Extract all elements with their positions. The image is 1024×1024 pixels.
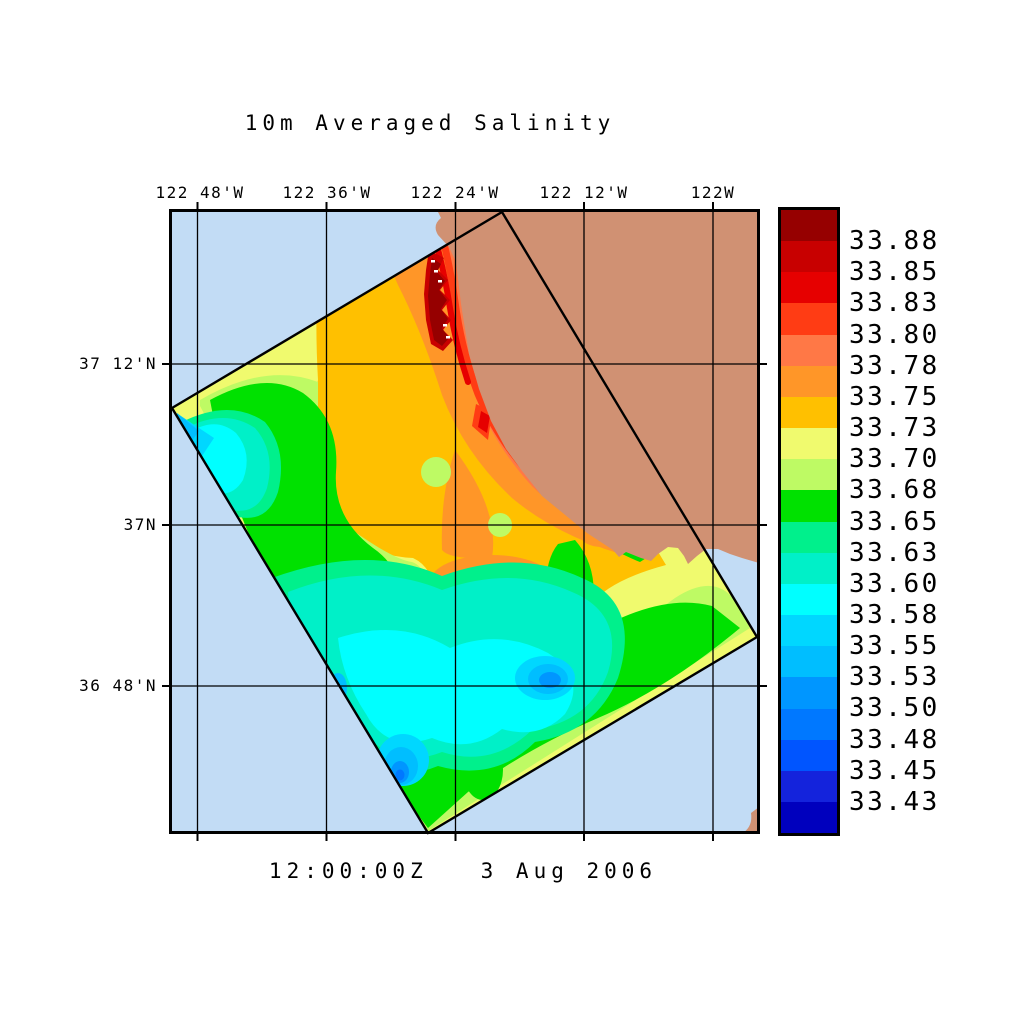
colorbar-band xyxy=(781,615,837,647)
map-plot xyxy=(162,202,767,841)
y-tick-label-0: 37 12'N xyxy=(79,354,157,373)
colorbar-band xyxy=(781,583,837,616)
page-title: 10m Averaged Salinity xyxy=(244,111,616,135)
colorbar-label: 33.78 xyxy=(849,350,940,381)
axis-ticks xyxy=(162,202,767,841)
colorbar-label: 33.48 xyxy=(849,724,940,755)
colorbar-label: 33.55 xyxy=(849,631,940,662)
timestamp-label: 12:00:00Z 3 Aug 2006 xyxy=(268,859,658,883)
colorbar-band xyxy=(781,739,837,771)
land-sliver-south xyxy=(743,807,759,833)
colorbar-label: 33.58 xyxy=(849,599,940,630)
colorbar-label: 33.53 xyxy=(849,662,940,693)
colorbar-label: 33.70 xyxy=(849,444,940,475)
graticule xyxy=(170,210,759,833)
colorbar-band xyxy=(781,241,837,273)
x-tick-label-4: 122W xyxy=(690,183,736,202)
white-dash-contour xyxy=(431,260,450,339)
colorbar-band xyxy=(781,459,837,491)
colorbar-label: 33.45 xyxy=(849,755,940,786)
x-tick-label-1: 122 36'W xyxy=(282,183,372,202)
coastline-landmass xyxy=(435,210,759,564)
colorbar-label: 33.80 xyxy=(849,319,940,350)
colorbar-label: 33.43 xyxy=(849,786,940,817)
colorbar xyxy=(778,207,840,836)
colorbar-label: 33.85 xyxy=(849,257,940,288)
colorbar-band xyxy=(781,521,837,553)
colorbar-band xyxy=(781,646,837,678)
land xyxy=(435,210,759,833)
colorbar-band xyxy=(781,428,837,460)
colorbar-band xyxy=(781,272,837,304)
colorbar-band xyxy=(781,365,837,397)
colorbar-label: 33.68 xyxy=(849,475,940,506)
colorbar-label: 33.83 xyxy=(849,288,940,319)
colorbar-label: 33.60 xyxy=(849,568,940,599)
colorbar-band xyxy=(781,677,837,709)
colorbar-band xyxy=(781,303,837,335)
y-tick-label-2: 36 48'N xyxy=(79,676,157,695)
colorbar-label: 33.63 xyxy=(849,537,940,568)
colorbar-band xyxy=(781,210,837,242)
y-tick-label-1: 37N xyxy=(123,515,157,534)
colorbar-label: 33.50 xyxy=(849,693,940,724)
colorbar-label: 33.75 xyxy=(849,381,940,412)
x-tick-label-3: 122 12'W xyxy=(539,183,629,202)
colorbar-band xyxy=(781,552,837,584)
colorbar-band xyxy=(781,490,837,522)
colorbar-band xyxy=(781,770,837,802)
x-tick-label-2: 122 24'W xyxy=(410,183,500,202)
colorbar-band xyxy=(781,801,837,834)
colorbar-label: 33.65 xyxy=(849,506,940,537)
map-frame xyxy=(169,209,760,834)
colorbar-band xyxy=(781,708,837,740)
colorbar-band xyxy=(781,334,837,366)
colorbar-label: 33.88 xyxy=(849,226,940,257)
x-tick-label-0: 122 48'W xyxy=(155,183,245,202)
colorbar-band xyxy=(781,396,837,429)
colorbar-label: 33.73 xyxy=(849,413,940,444)
